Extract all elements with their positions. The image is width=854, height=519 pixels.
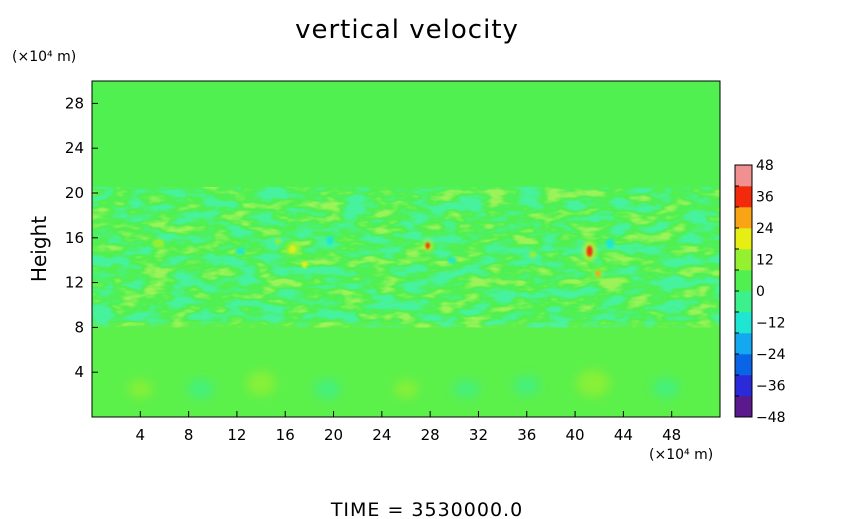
x-tick-label: 4 [136,426,146,444]
heatmap-cell [529,251,537,258]
y-axis-ticks: 4 8 12 16 20 24 28 [65,94,98,381]
colorbar-swatch [735,186,752,208]
y-tick-label: 28 [65,94,84,112]
colorbar-tick-label: 24 [756,221,774,237]
colorbar-swatch [735,270,752,292]
x-tick-label: 28 [421,426,440,444]
y-tick-label: 4 [74,363,84,381]
y-tick-label: 8 [74,318,84,336]
heatmap-cell [447,256,457,264]
x-tick-label: 36 [517,426,536,444]
y-axis-unit: (×10⁴ m) [12,49,76,65]
heatmap-cell [288,245,297,253]
x-tick-label: 24 [372,426,391,444]
colorbar-swatch [735,249,752,271]
colorbar-swatch [735,333,752,355]
y-tick-label: 24 [65,139,84,157]
heatmap-cell [425,242,430,249]
heatmap-cell [605,238,615,249]
colorbar-swatch [735,312,752,334]
heatmap-cell [314,378,341,400]
heatmap-cells [128,235,679,400]
time-label: TIME = 3530000.0 [330,499,523,519]
x-tick-label: 8 [184,426,194,444]
heatmap-cell [246,371,276,396]
heatmap-cell [235,247,246,255]
heatmap-cell [453,380,480,398]
y-axis-label: Height [27,216,51,282]
heatmap-turbulent-layer [92,187,720,328]
y-tick-label: 20 [65,184,84,202]
heatmap-cell [152,238,165,248]
colorbar-swatch [735,354,752,376]
y-tick-label: 16 [65,229,84,247]
x-axis-unit: (×10⁴ m) [649,447,713,463]
x-axis-ticks: 4 8 12 16 20 24 28 32 36 40 44 48 [136,411,681,444]
heatmap-field [92,81,720,417]
heatmap-cell [652,377,679,398]
chart-title: vertical velocity [295,15,519,45]
heatmap-cell [128,380,153,398]
colorbar-tick-label: 0 [756,284,765,300]
heatmap-cell [274,237,282,245]
x-tick-label: 48 [662,426,681,444]
heatmap-cell [393,380,419,398]
colorbar-swatch [735,165,752,187]
heatmap-lower-layer [92,321,720,417]
colorbar-swatch [735,291,752,313]
colorbar-swatch [735,228,752,250]
colorbar-tick-label: 48 [756,158,774,174]
colorbar-tick-label: −36 [756,379,786,395]
x-tick-label: 20 [324,426,343,444]
colorbar-swatch [735,375,752,397]
heatmap-cell [187,378,214,400]
heatmap-cell [586,245,593,257]
plot-frame [91,80,721,418]
x-tick-label: 12 [227,426,246,444]
colorbar-tick-label: 36 [756,190,774,206]
colorbar: 48 36 24 12 0 −12 −24 −36 −48 [734,158,786,426]
colorbar-swatch [735,207,752,229]
colorbar-tick-label: −12 [756,316,786,332]
x-tick-label: 16 [276,426,295,444]
heatmap-cell [301,261,308,269]
colorbar-tick-label: −24 [756,347,786,363]
x-tick-label: 32 [469,426,488,444]
x-tick-label: 40 [566,426,585,444]
y-tick-label: 12 [65,274,84,292]
heatmap-cell [576,369,611,397]
x-tick-label: 44 [614,426,633,444]
heatmap-cell [595,270,601,278]
heatmap-cell [513,375,541,396]
heatmap-cell [326,235,334,245]
colorbar-swatch [735,396,752,418]
colorbar-tick-label: 12 [756,253,774,269]
colorbar-tick-label: −48 [756,410,786,426]
